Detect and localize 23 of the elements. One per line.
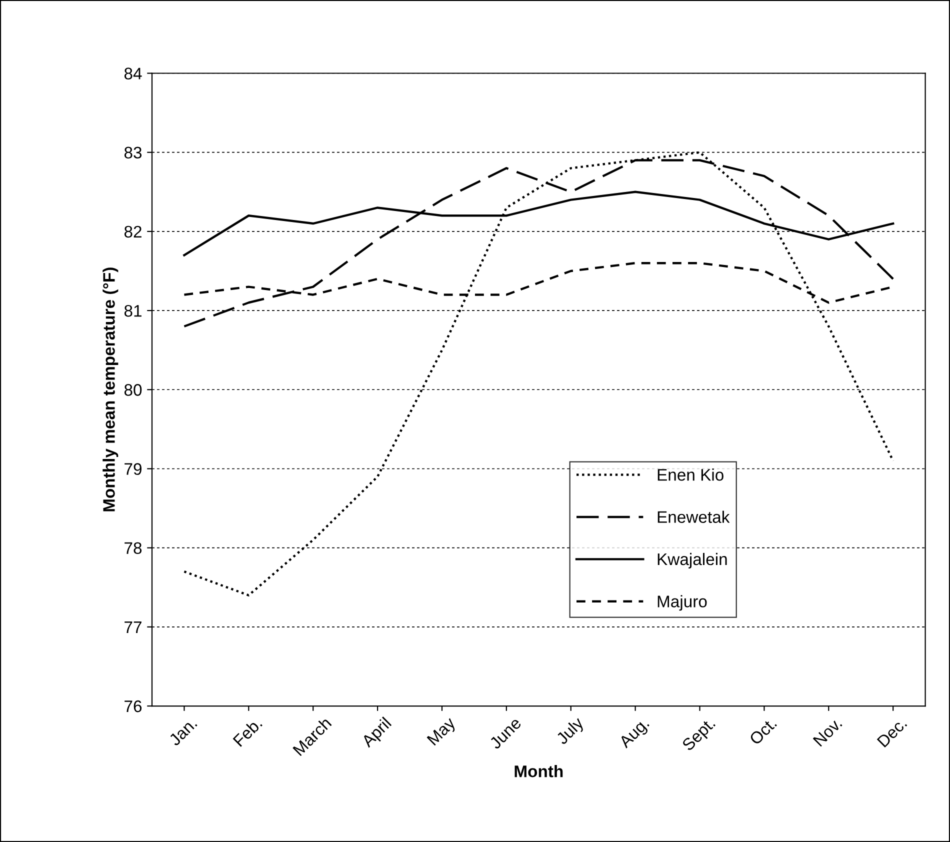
- y-tick-label: 83: [124, 146, 142, 159]
- x-tick-label: Dec.: [876, 717, 908, 748]
- legend-label: Enen Kio: [658, 468, 724, 481]
- y-tick-label: 82: [124, 226, 142, 238]
- y-tick-label: 81: [124, 304, 142, 317]
- y-tick-label: 79: [124, 463, 142, 475]
- x-tick-label: Nov.: [812, 717, 842, 747]
- x-tick-label: Oct.: [748, 717, 778, 746]
- x-axis-title: Month: [514, 765, 563, 778]
- x-tick-label: Aug.: [618, 717, 652, 751]
- x-tick-label: July: [555, 716, 587, 748]
- x-tick-label: May: [426, 716, 459, 748]
- legend-label: Kwajalein: [658, 552, 727, 568]
- y-axis-title: Monthly mean temperature (°F): [102, 268, 118, 512]
- y-tick-label: 77: [124, 621, 142, 633]
- legend-label: Majuro: [658, 595, 707, 611]
- x-tick-label: Feb.: [232, 716, 263, 748]
- y-tick-label: 84: [124, 68, 142, 80]
- legend-label: Enewetak: [658, 510, 730, 523]
- y-tick-label: 76: [124, 700, 142, 712]
- x-tick-label: Jan.: [168, 717, 198, 746]
- y-tick-label: 78: [124, 542, 142, 554]
- y-tick-label: 80: [124, 384, 142, 396]
